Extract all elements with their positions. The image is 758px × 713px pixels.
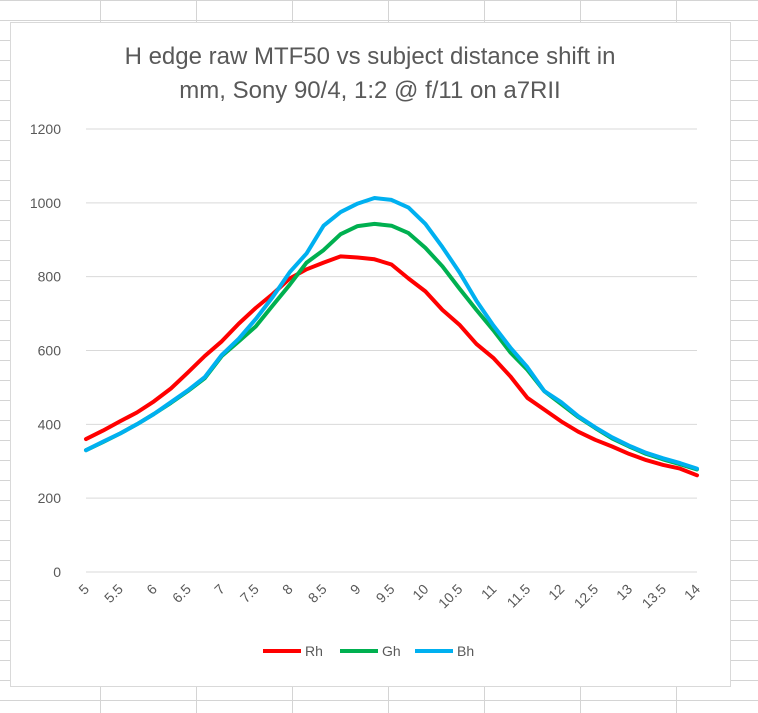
y-tick-label-0: 0 [53,564,61,580]
x-tick-label-8: 8 [279,581,296,598]
chart-title-line-2: mm, Sony 90/4, 1:2 @ f/11 on a7RII [179,77,560,104]
x-tick-label-10: 10 [409,581,431,603]
legend-label-rh: Rh [305,643,323,659]
x-tick-label-6.5: 6.5 [169,581,194,606]
x-tick-label-10.5: 10.5 [435,581,466,612]
x-tick-label-12: 12 [545,581,567,603]
x-tick-label-5: 5 [75,581,92,598]
x-tick-label-13.5: 13.5 [639,581,670,612]
legend-label-bh: Bh [457,643,474,659]
x-tick-label-8.5: 8.5 [305,581,330,606]
axis-label-layer: 0 200 400 600 800 1000 1200 5 5.5 6 6.5 7 7.5 8 8.5 9 9.… [30,121,703,611]
legend: Rh Gh Bh [263,643,474,659]
x-tick-label-12.5: 12.5 [571,581,602,612]
chart-title-line-1: H edge raw MTF50 vs subject distance shi… [125,43,616,70]
y-tick-label-200: 200 [38,490,62,506]
chart-title: H edge raw MTF50 vs subject distance shi… [125,43,616,104]
chart-area[interactable]: 0 200 400 600 800 1000 1200 5 5.5 6 6.5 7 7.5 8 8.5 9 9.… [10,22,731,687]
legend-label-gh: Gh [382,643,401,659]
series-layer [84,196,699,478]
y-tick-label-1200: 1200 [30,121,61,137]
y-tick-label-400: 400 [38,416,62,432]
y-tick-label-1000: 1000 [30,195,61,211]
x-tick-label-11.5: 11.5 [504,581,534,611]
line-chart: 0 200 400 600 800 1000 1200 5 5.5 6 6.5 7 7.5 8 8.5 9 9.… [30,43,703,659]
y-tick-label-800: 800 [38,269,62,285]
y-tick-label-600: 600 [38,343,62,359]
x-tick-label-9.5: 9.5 [373,581,398,606]
x-tick-label-7.5: 7.5 [237,581,262,606]
x-tick-label-14: 14 [681,581,703,603]
series-line-rh [84,254,699,478]
x-tick-label-11: 11 [478,581,500,603]
series-line-bh [84,196,699,471]
x-tick-label-6: 6 [143,581,160,598]
x-tick-label-13: 13 [613,581,635,603]
gridline-layer [86,128,697,573]
x-tick-label-7: 7 [211,581,228,598]
x-tick-label-9: 9 [347,581,364,598]
x-tick-label-5.5: 5.5 [101,581,126,606]
